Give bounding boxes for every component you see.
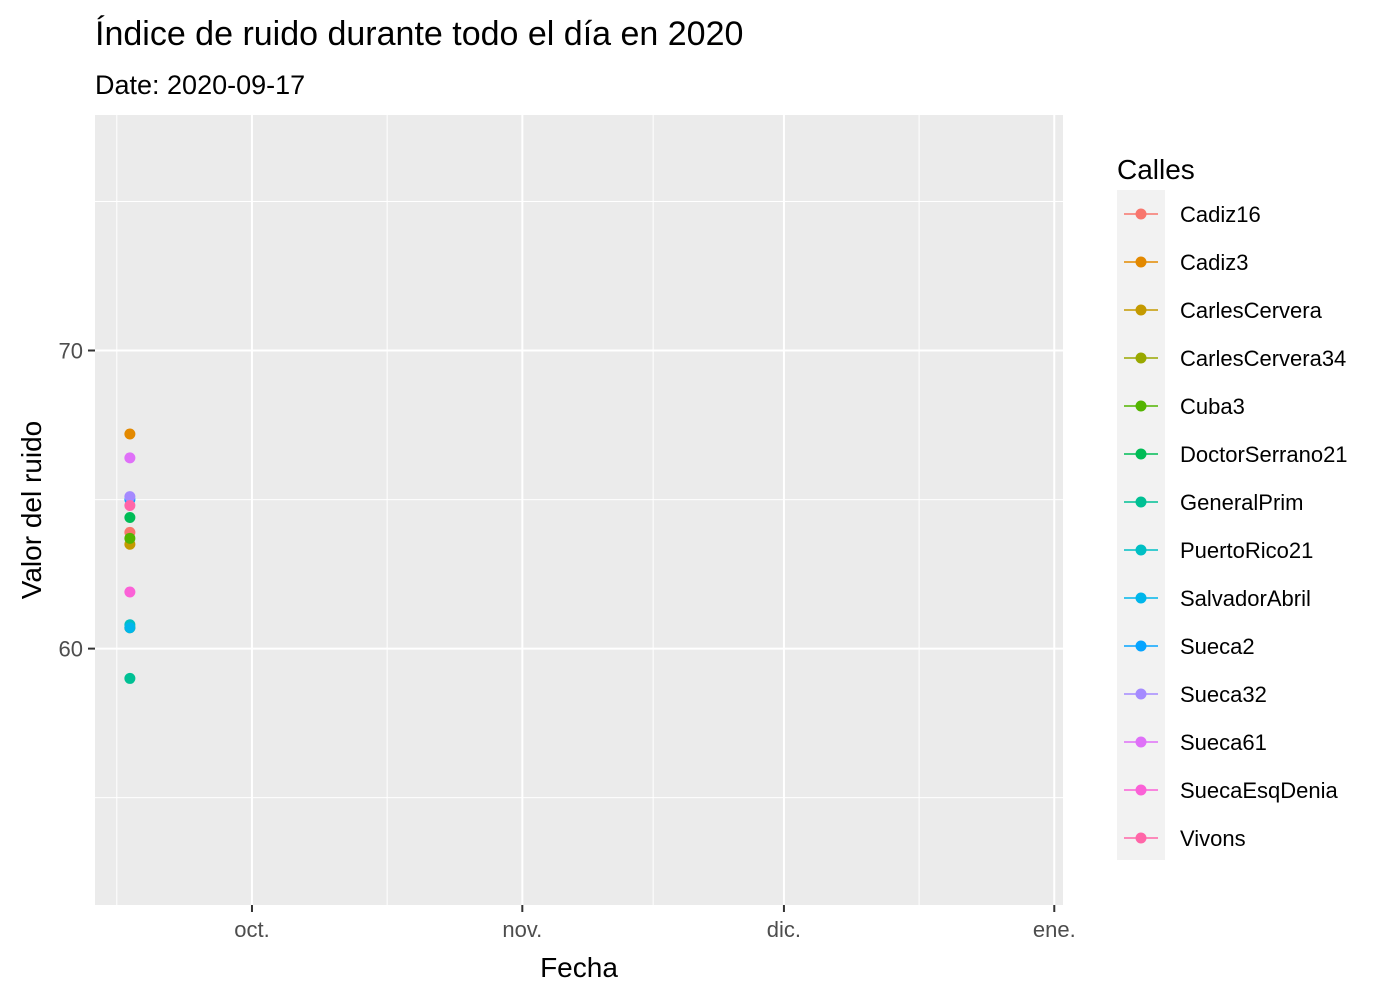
x-axis: oct. nov. dic. ene. bbox=[234, 905, 1075, 942]
legend-label-cuba3: Cuba3 bbox=[1180, 394, 1245, 419]
legend-marker-cadiz16 bbox=[1136, 209, 1147, 220]
legend-marker-suecaesqdenia bbox=[1136, 785, 1147, 796]
y-tick-label: 70 bbox=[59, 339, 83, 364]
legend-marker-puertorico21 bbox=[1136, 545, 1147, 556]
plot-panel bbox=[95, 115, 1063, 905]
legend-title: Calles bbox=[1117, 154, 1195, 185]
data-point-sueca61 bbox=[124, 452, 135, 463]
legend-label-sueca32: Sueca32 bbox=[1180, 682, 1267, 707]
data-point-generalprim bbox=[124, 673, 135, 684]
y-axis: 60 70 bbox=[59, 339, 95, 662]
y-tick-label: 60 bbox=[59, 637, 83, 662]
chart-subtitle: Date: 2020-09-17 bbox=[95, 70, 305, 100]
legend-label-vivons: Vivons bbox=[1180, 826, 1246, 851]
data-point-vivons bbox=[124, 500, 135, 511]
data-point-salvadorabril bbox=[124, 622, 135, 633]
legend-key-background bbox=[1117, 190, 1165, 860]
chart-title: Índice de ruido durante todo el día en 2… bbox=[95, 15, 743, 53]
x-axis-label: Fecha bbox=[540, 952, 618, 983]
legend: Calles Cadiz16 Cadiz3 CarlesCervera CarlesC… bbox=[1117, 154, 1348, 860]
legend-label-puertorico21: PuertoRico21 bbox=[1180, 538, 1313, 563]
legend-label-generalprim: GeneralPrim bbox=[1180, 490, 1303, 515]
data-point-cadiz3 bbox=[124, 428, 135, 439]
legend-marker-carlescervera bbox=[1136, 305, 1147, 316]
legend-marker-sueca2 bbox=[1136, 641, 1147, 652]
legend-label-doctorserrano21: DoctorSerrano21 bbox=[1180, 442, 1348, 467]
x-tick-label: nov. bbox=[502, 917, 542, 942]
legend-label-carlescervera: CarlesCervera bbox=[1180, 298, 1323, 323]
data-point-suecaesqdenia bbox=[124, 586, 135, 597]
data-point-doctorserrano21 bbox=[124, 512, 135, 523]
legend-marker-sueca61 bbox=[1136, 737, 1147, 748]
x-tick-label: ene. bbox=[1033, 917, 1076, 942]
x-tick-label: dic. bbox=[767, 917, 801, 942]
x-tick-label: oct. bbox=[234, 917, 269, 942]
legend-marker-cuba3 bbox=[1136, 401, 1147, 412]
legend-label-sueca2: Sueca2 bbox=[1180, 634, 1255, 659]
legend-label-sueca61: Sueca61 bbox=[1180, 730, 1267, 755]
legend-label-salvadorabril: SalvadorAbril bbox=[1180, 586, 1311, 611]
legend-label-carlescervera34: CarlesCervera34 bbox=[1180, 346, 1346, 371]
legend-marker-doctorserrano21 bbox=[1136, 449, 1147, 460]
legend-label-suecaesqdenia: SuecaEsqDenia bbox=[1180, 778, 1339, 803]
legend-marker-salvadorabril bbox=[1136, 593, 1147, 604]
legend-label-cadiz3: Cadiz3 bbox=[1180, 250, 1248, 275]
legend-marker-carlescervera34 bbox=[1136, 353, 1147, 364]
legend-marker-cadiz3 bbox=[1136, 257, 1147, 268]
legend-marker-generalprim bbox=[1136, 497, 1147, 508]
data-point-cuba3 bbox=[124, 533, 135, 544]
y-axis-label: Valor del ruido bbox=[16, 421, 47, 599]
legend-marker-sueca32 bbox=[1136, 689, 1147, 700]
legend-marker-vivons bbox=[1136, 833, 1147, 844]
legend-label-cadiz16: Cadiz16 bbox=[1180, 202, 1261, 227]
